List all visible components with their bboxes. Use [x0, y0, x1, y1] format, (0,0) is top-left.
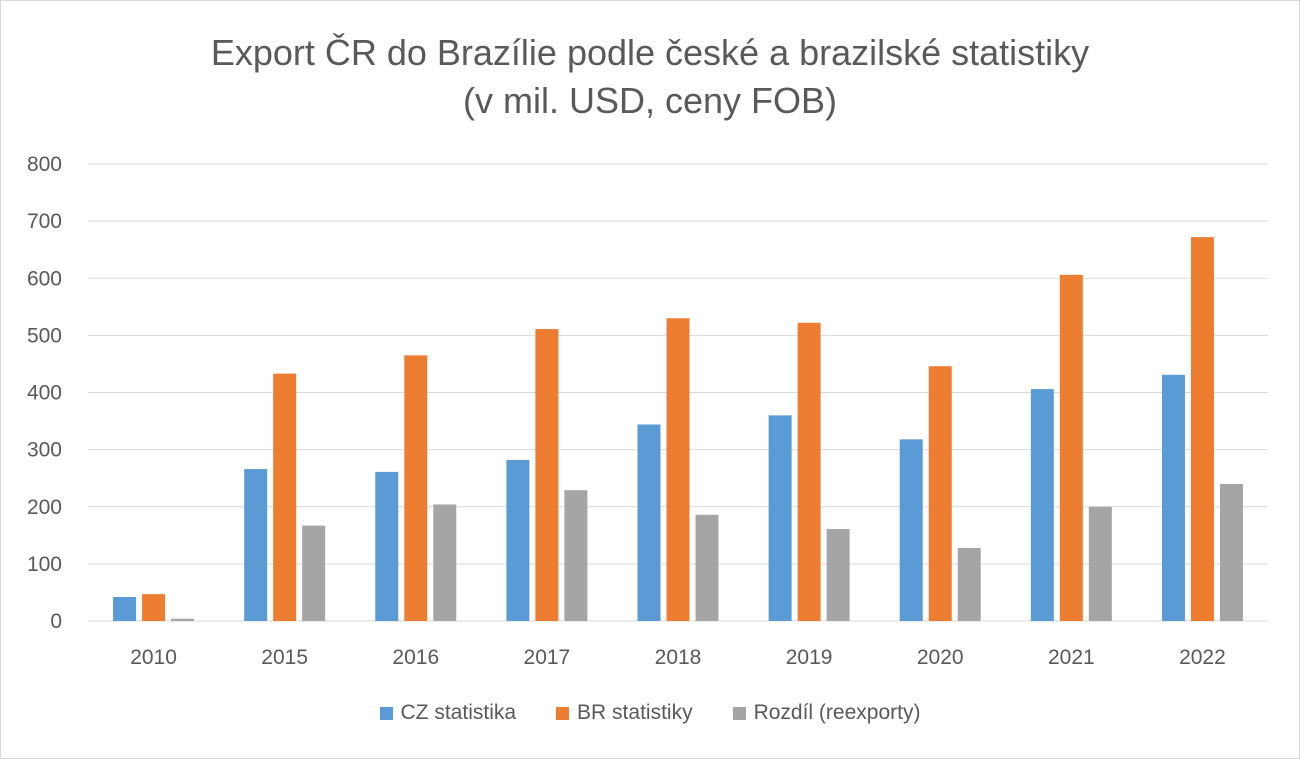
bar-3-2015: [302, 525, 326, 621]
y-tick-label: 800: [27, 153, 62, 176]
bar-1-2020: [899, 439, 923, 621]
x-tick-label: 2010: [130, 646, 177, 669]
bar-2-2021: [1059, 274, 1083, 621]
x-tick-label: 2018: [655, 646, 702, 669]
bar-2-2019: [797, 322, 821, 621]
y-tick-label: 100: [27, 553, 62, 576]
chart-title: Export ČR do Brazílie podle české a braz…: [1, 29, 1299, 125]
x-tick-label: 2021: [1048, 646, 1095, 669]
bar-1-2019: [768, 415, 792, 621]
y-tick-label: 600: [27, 267, 62, 290]
bar-3-2017: [564, 490, 588, 621]
legend-item-3: Rozdíl (reexporty): [732, 701, 921, 725]
bar-3-2021: [1088, 506, 1112, 621]
bar-1-2010: [113, 597, 137, 621]
x-tick-label: 2020: [917, 646, 964, 669]
x-tick-label: 2016: [392, 646, 439, 669]
bar-1-2018: [637, 424, 661, 621]
legend-swatch: [379, 706, 393, 720]
legend-label: BR statistiky: [577, 701, 693, 724]
bar-2-2022: [1190, 237, 1214, 621]
bar-2-2015: [273, 373, 297, 621]
x-tick-label: 2022: [1179, 646, 1226, 669]
legend-item-2: BR statistiky: [556, 701, 693, 725]
legend-label: Rozdíl (reexporty): [753, 701, 921, 724]
bar-3-2020: [957, 547, 981, 621]
bar-2-2017: [535, 329, 559, 621]
bar-2-2020: [928, 366, 952, 621]
y-tick-label: 500: [27, 324, 62, 347]
y-tick-label: 200: [27, 496, 62, 519]
y-tick-label: 0: [50, 610, 62, 633]
legend-item-1: CZ statistika: [379, 701, 517, 725]
bar-3-2019: [826, 529, 850, 621]
y-tick-label: 300: [27, 439, 62, 462]
bar-2-2018: [666, 318, 690, 621]
bar-3-2016: [433, 504, 457, 621]
y-tick-label: 400: [27, 382, 62, 405]
bar-3-2022: [1219, 483, 1243, 621]
y-tick-label: 700: [27, 210, 62, 233]
x-tick-label: 2017: [524, 646, 571, 669]
bar-1-2016: [375, 471, 399, 621]
bar-1-2021: [1030, 389, 1054, 621]
bar-2-2016: [404, 355, 428, 621]
x-tick-label: 2019: [786, 646, 833, 669]
chart-title-line-2: (v mil. USD, ceny FOB): [462, 80, 838, 121]
bar-2-2010: [142, 594, 166, 621]
chart-title-line-1: Export ČR do Brazílie podle české a braz…: [210, 32, 1090, 73]
bar-3-2010: [171, 618, 195, 621]
x-tick-label: 2015: [261, 646, 308, 669]
legend-swatch: [556, 706, 570, 720]
legend-swatch: [732, 706, 746, 720]
bar-1-2017: [506, 459, 530, 621]
bar-1-2015: [244, 469, 268, 621]
bar-3-2018: [695, 514, 719, 621]
legend-label: CZ statistika: [400, 701, 517, 724]
chart-legend: CZ statistika BR statistiky Rozdíl (reexpo…: [1, 701, 1299, 725]
bar-1-2022: [1161, 374, 1185, 621]
